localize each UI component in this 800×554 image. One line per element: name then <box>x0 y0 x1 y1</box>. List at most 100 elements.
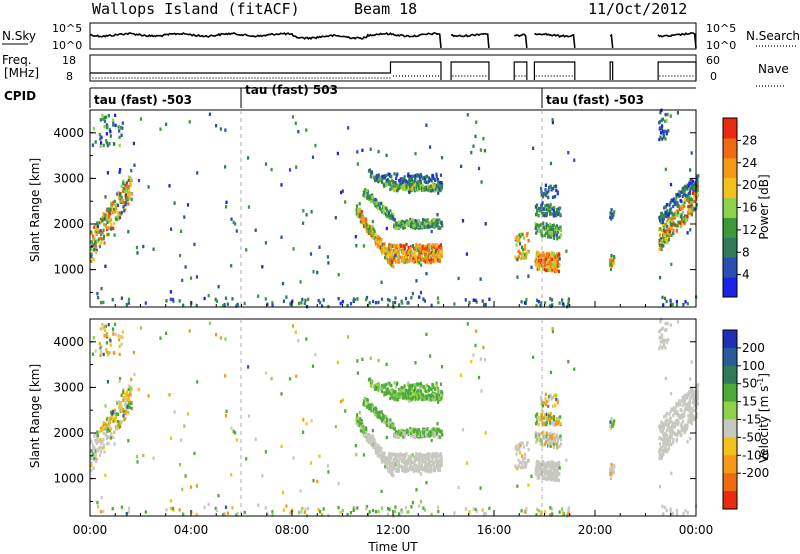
velocity-pixel <box>662 342 665 346</box>
power-pixel <box>548 235 551 239</box>
velocity-pixel <box>659 428 662 432</box>
velocity-pixel <box>400 465 403 469</box>
power-pixel <box>400 185 403 189</box>
velocity-pixel <box>482 345 485 350</box>
velocity-pixel <box>548 465 552 469</box>
power-pixel <box>285 295 288 299</box>
velocity-pixel <box>684 407 687 411</box>
power-pixel <box>553 236 556 240</box>
power-pixel <box>539 304 542 308</box>
velocity-pixel <box>549 412 552 416</box>
velocity-pixel <box>409 395 412 399</box>
power-pixel <box>346 303 349 308</box>
velocity-pixel <box>304 507 307 512</box>
velocity-pixel <box>378 450 381 454</box>
velocity-pixel <box>673 421 676 425</box>
velocity-pixel <box>305 422 308 426</box>
velocity-pixel <box>661 338 665 342</box>
power-pixel <box>383 242 386 246</box>
velocity-pixel <box>545 431 548 435</box>
velocity-pixel <box>551 466 554 470</box>
velocity-pixel <box>165 331 168 335</box>
power-pixel <box>667 227 671 231</box>
velocity-pixel <box>544 413 547 417</box>
power-pixel <box>538 263 541 268</box>
power-pixel <box>538 266 541 271</box>
power-pixel <box>102 143 105 148</box>
power-pixel <box>97 295 100 300</box>
power-pixel <box>344 200 347 204</box>
velocity-pixel <box>112 332 115 336</box>
power-pixel <box>488 297 491 301</box>
power-pixel <box>440 187 443 191</box>
power-pixel <box>556 268 559 273</box>
power-pixel <box>407 259 410 263</box>
power-pixel <box>409 177 412 181</box>
velocity-colorbar-swatch <box>723 491 737 510</box>
power-pixel <box>534 259 537 264</box>
velocity-pixel <box>664 321 667 326</box>
velocity-pixel <box>179 462 182 467</box>
power-pixel <box>231 297 234 301</box>
velocity-pixel <box>388 424 391 428</box>
power-pixel <box>440 156 444 160</box>
velocity-pixel <box>417 391 420 396</box>
velocity-frame <box>89 318 697 517</box>
velocity-pixel <box>432 429 435 433</box>
power-pixel <box>664 137 667 141</box>
power-pixel <box>125 181 128 185</box>
velocity-pixel <box>419 389 423 394</box>
velocity-pixel <box>100 495 103 500</box>
power-pixel <box>549 297 552 301</box>
velocity-pixel <box>684 397 687 401</box>
cpid-segment-1: tau (fast) -503 <box>94 93 192 107</box>
power-pixel <box>410 222 413 226</box>
power-pixel <box>479 148 482 152</box>
power-pixel <box>147 185 150 189</box>
power-pixel <box>393 252 396 256</box>
velocity-pixel <box>567 511 570 515</box>
power-pixel <box>468 301 471 305</box>
power-pixel <box>436 252 439 256</box>
velocity-pixel <box>406 391 409 396</box>
velocity-pixel <box>680 425 684 430</box>
velocity-pixel <box>527 447 530 452</box>
power-pixel <box>427 179 430 183</box>
velocity-pixel <box>264 506 267 510</box>
velocity-pixel <box>107 427 110 431</box>
velocity-pixel <box>414 382 417 387</box>
velocity-pixel <box>126 405 129 409</box>
power-pixel <box>565 249 568 253</box>
velocity-pixel <box>690 395 693 399</box>
velocity-pixel <box>658 450 661 454</box>
velocity-pixel <box>122 414 125 418</box>
power-pixel <box>128 196 131 200</box>
velocity-pixel <box>125 398 128 402</box>
velocity-pixel <box>665 443 668 447</box>
velocity-pixel <box>389 464 392 468</box>
power-pixel <box>99 118 102 122</box>
power-pixel <box>414 250 417 255</box>
power-pixel <box>428 245 431 249</box>
power-pixel <box>184 265 187 269</box>
velocity-pixel <box>102 352 105 357</box>
velocity-pixel <box>661 333 664 337</box>
power-pixel <box>389 209 392 213</box>
power-pixel <box>439 173 443 177</box>
velocity-pixel <box>525 461 528 465</box>
velocity-pixel <box>479 486 482 490</box>
velocity-pixel <box>693 408 696 413</box>
velocity-pixel <box>536 465 540 469</box>
velocity-pixel <box>116 419 120 424</box>
power-pixel <box>362 190 366 194</box>
velocity-pixel <box>369 356 372 360</box>
power-pixel <box>280 183 283 187</box>
power-pixel <box>555 224 559 228</box>
power-pixel <box>690 151 693 155</box>
power-pixel <box>544 188 547 192</box>
power-pixel <box>300 301 303 305</box>
velocity-pixel <box>662 344 666 348</box>
velocity-pixel <box>125 512 128 516</box>
velocity-pixel <box>534 431 537 435</box>
velocity-pixel <box>355 417 358 421</box>
